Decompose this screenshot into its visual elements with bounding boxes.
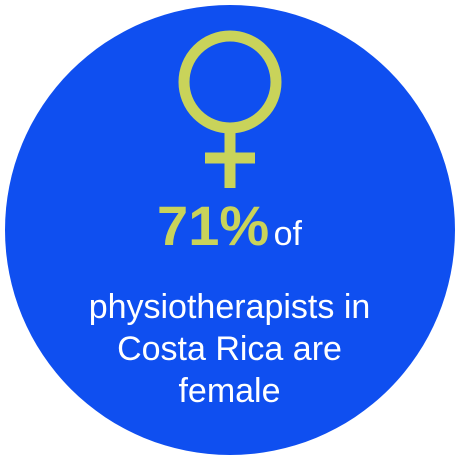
female-symbol-icon bbox=[178, 30, 282, 188]
description-line-2: Costa Rica are bbox=[117, 330, 342, 368]
percent-value: 71% bbox=[157, 194, 270, 257]
description-line-3: female bbox=[178, 372, 281, 410]
stat-headline: 71% of bbox=[0, 198, 459, 254]
connector-word: of bbox=[273, 215, 302, 253]
stat-description: physiotherapists in Costa Rica are femal… bbox=[0, 286, 459, 412]
description-line-1: physiotherapists in bbox=[88, 288, 371, 326]
infographic-circle bbox=[5, 5, 455, 455]
